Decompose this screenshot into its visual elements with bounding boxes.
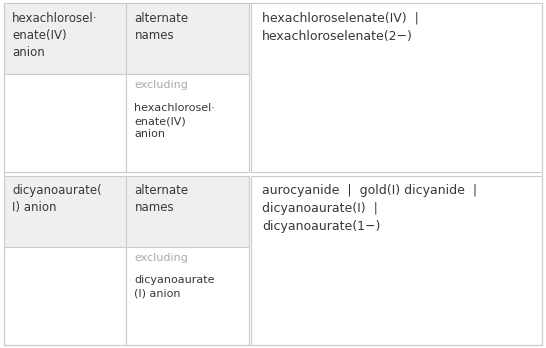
Text: aurocyanide  |  gold(I) dicyanide  |
dicyanoaurate(I)  |
dicyanoaurate(1−): aurocyanide | gold(I) dicyanide | dicyan… (262, 184, 477, 234)
Bar (4, 3, 126, 74)
Bar (126, 3, 248, 74)
Text: dicyanoaurate
(I) anion: dicyanoaurate (I) anion (134, 275, 215, 299)
Text: hexachlorosel·
enate(IV)
anion: hexachlorosel· enate(IV) anion (134, 103, 215, 139)
Text: alternate
names: alternate names (134, 12, 188, 42)
Text: hexachlorosel·
enate(IV)
anion: hexachlorosel· enate(IV) anion (12, 12, 98, 59)
Bar (4, 176, 126, 247)
Bar (126, 74, 248, 172)
Text: hexachloroselenate(IV)  |
hexachloroselenate(2−): hexachloroselenate(IV) | hexachloroselen… (262, 12, 419, 43)
Text: excluding: excluding (134, 253, 188, 263)
Bar (4, 74, 126, 172)
Bar (251, 176, 542, 345)
Text: alternate
names: alternate names (134, 184, 188, 214)
Bar (126, 176, 248, 247)
Bar (126, 247, 248, 345)
Bar (251, 3, 542, 172)
Bar (4, 247, 126, 345)
Text: dicyanoaurate(
I) anion: dicyanoaurate( I) anion (12, 184, 102, 214)
Text: excluding: excluding (134, 80, 188, 90)
